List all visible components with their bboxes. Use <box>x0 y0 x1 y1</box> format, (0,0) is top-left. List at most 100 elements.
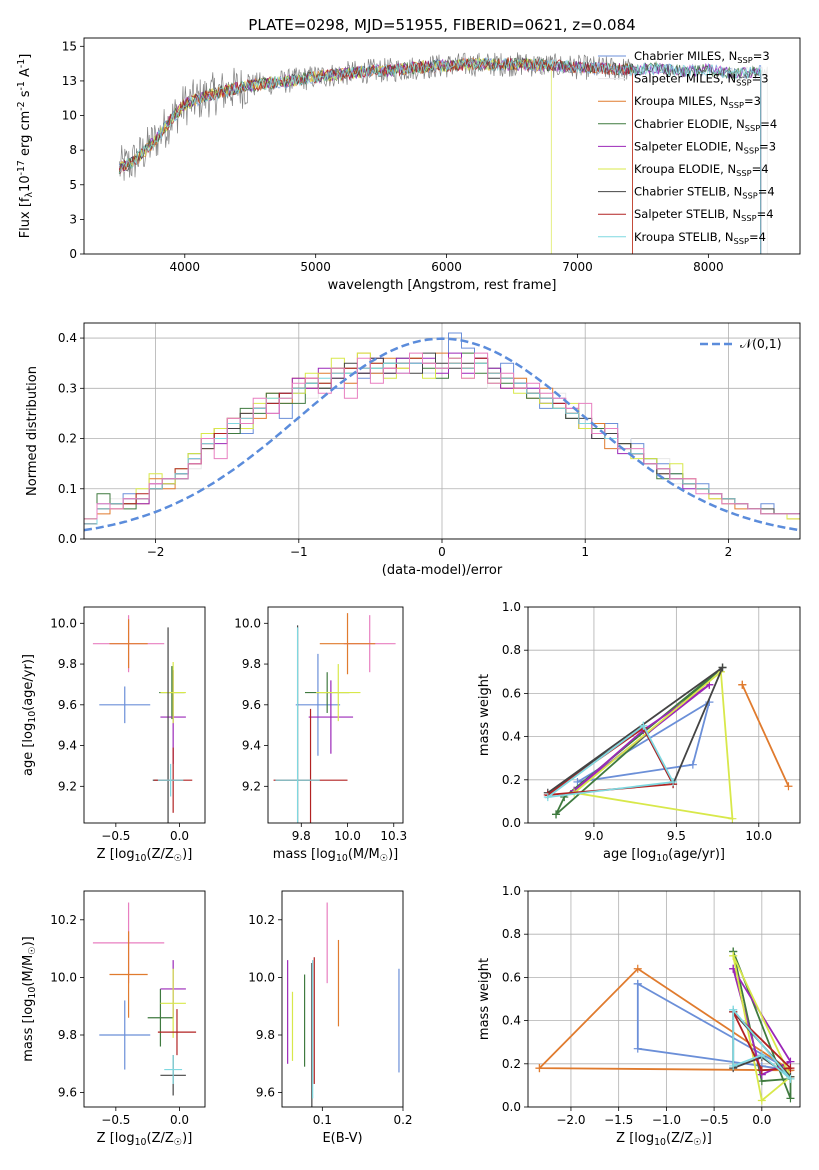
x-tick-label: 10.0 <box>334 829 361 843</box>
weight-marker <box>757 1051 766 1060</box>
axes-frame <box>83 606 206 824</box>
x-tick-label: 9.8 <box>292 829 311 843</box>
x-tick-label: 10.3 <box>380 829 407 843</box>
label-part: ☉ <box>380 853 388 864</box>
label-part: Chabrier ELODIE, N <box>634 117 745 131</box>
label-part: Salpeter MILES, N <box>634 72 736 86</box>
plot-area <box>528 607 800 823</box>
normal-curve <box>84 337 800 532</box>
label-part: SSP <box>729 100 744 110</box>
x-tick-label: 0.0 <box>752 1113 771 1127</box>
label-part: ☉ <box>693 1137 701 1148</box>
plot-area <box>84 323 800 539</box>
label-part: age [log <box>603 847 656 862</box>
weight-line <box>538 967 794 1072</box>
label-part: )] <box>388 847 398 862</box>
y-tick-label: 9.8 <box>58 1028 77 1042</box>
weight-marker <box>786 1064 795 1073</box>
y-axis-label: age [log10(age/yr)] <box>21 654 38 776</box>
label-part: )] <box>21 936 36 946</box>
legend-label: 𝒩(0,1) <box>740 336 782 351</box>
label-part: 10 <box>656 853 668 864</box>
x-tick-label: −0.5 <box>101 829 130 843</box>
label-part: )] <box>182 1131 192 1146</box>
model-spectrum-line <box>118 57 762 254</box>
x-axis-label: Z [log10(Z/Z☉)] <box>97 847 193 864</box>
label-part: =4 <box>757 207 774 221</box>
x-axis-label: (data-model)/error <box>382 563 503 578</box>
y-tick-label: 10.0 <box>50 616 77 630</box>
x-tick-label: 0.0 <box>170 1113 189 1127</box>
label-part: s <box>18 90 33 101</box>
label-part: Kroupa ELODIE, N <box>634 162 736 176</box>
label-part: 10 <box>27 711 38 723</box>
y-tick-label: 0.4 <box>502 730 521 744</box>
y-tick-label: 0.4 <box>58 331 77 345</box>
label-part: A <box>18 68 33 81</box>
y-tick-label: 10.2 <box>248 913 275 927</box>
weight-line <box>741 684 790 787</box>
weight-marker <box>633 1044 642 1053</box>
plot-area <box>118 52 768 254</box>
label-part: SSP <box>737 55 752 65</box>
x-tick-label: 5000 <box>300 260 331 274</box>
y-tick-label: 0.4 <box>502 1014 521 1028</box>
weight-marker <box>573 777 582 786</box>
weight-marker <box>728 814 737 823</box>
label-part: Salpeter ELODIE, N <box>634 139 744 153</box>
y-axis-label: mass weight <box>477 674 492 756</box>
weight-marker <box>738 680 747 689</box>
label-part: (data-model)/error <box>382 563 503 578</box>
label-part: (age/yr)] <box>21 654 36 711</box>
y-tick-label: 0.0 <box>502 816 521 830</box>
weight-marker <box>784 782 793 791</box>
x-tick-label: −0.5 <box>700 1113 729 1127</box>
y-tick-label: 9.6 <box>58 1086 77 1100</box>
x-tick-label: 7000 <box>562 260 593 274</box>
model-spectrum-line <box>118 57 762 254</box>
label-part: -1 <box>16 59 27 68</box>
y-tick-label: 9.6 <box>256 1086 275 1100</box>
legend-label: Salpeter MILES, NSSP=3 <box>634 72 769 88</box>
label-part: Chabrier MILES, N <box>634 49 737 63</box>
x-tick-label: −0.5 <box>101 1113 130 1127</box>
x-tick-label: 2 <box>725 545 733 559</box>
plot-area <box>92 615 193 823</box>
label-part: mass weight <box>477 958 492 1040</box>
weight-marker <box>552 810 561 819</box>
y-tick-label: 0.1 <box>58 482 77 496</box>
chart-spectrum: 4000 5000 6000 7000 8000 0 3 5 8 10 13 15 wavelength… <box>16 16 801 293</box>
y-axis-label: Flux [fλ10-17 erg cm-2 s-1 A-1] <box>16 54 35 239</box>
label-part: 𝒩(0,1) <box>740 336 782 351</box>
x-tick-label: −1.0 <box>652 1113 681 1127</box>
weight-marker <box>535 1064 544 1073</box>
axes-frame <box>83 890 206 1108</box>
chart-mass-vs-ebv: 0.1 0.2 9.6 9.8 10.0 10.2 E(B-V) <box>248 890 413 1146</box>
label-part: Flux [f <box>18 197 33 238</box>
y-tick-label: 0 <box>69 247 77 261</box>
y-tick-label: 9.6 <box>242 698 261 712</box>
x-tick-label: −1.5 <box>604 1113 633 1127</box>
weight-marker <box>639 721 648 730</box>
x-tick-label: 4000 <box>170 260 201 274</box>
label-part: -2 <box>16 101 27 110</box>
x-tick-label: 0.0 <box>170 829 189 843</box>
label-part: (Z/Z <box>666 1131 693 1146</box>
x-tick-label: −2 <box>147 545 165 559</box>
y-tick-label: 9.2 <box>58 779 77 793</box>
x-axis-label: Z [log10(Z/Z☉)] <box>616 1131 712 1148</box>
label-part: λ <box>24 191 35 197</box>
weight-marker <box>718 663 727 672</box>
legend-label: Salpeter STELIB, NSSP=4 <box>634 207 774 223</box>
chart-age-vs-Z: −0.5 0.09.29.49.69.810.0Z [log10(Z/Z☉)]ag… <box>21 606 206 864</box>
label-part: wavelength [Angstrom, rest frame] <box>328 278 557 293</box>
plot-area <box>92 902 197 1096</box>
label-part: erg cm <box>18 111 33 160</box>
label-part: (age/yr)] <box>668 847 725 862</box>
model-spectrum-line <box>118 57 768 254</box>
weight-line <box>732 1011 793 1072</box>
y-tick-label: 0.6 <box>502 970 521 984</box>
y-tick-label: 1.0 <box>502 600 521 614</box>
